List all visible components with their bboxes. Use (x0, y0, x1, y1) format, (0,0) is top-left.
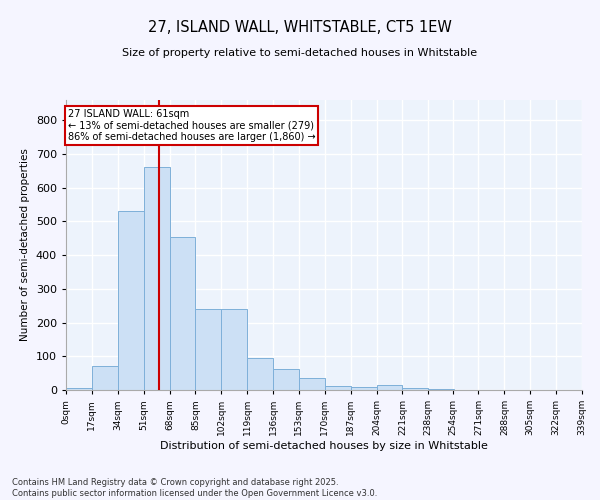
Bar (143, 168, 170, 390)
Bar (118, 212, 143, 390)
Bar (350, 386, 377, 390)
Bar (196, 309, 221, 390)
Text: 27, ISLAND WALL, WHITSTABLE, CT5 1EW: 27, ISLAND WALL, WHITSTABLE, CT5 1EW (148, 20, 452, 35)
Y-axis label: Number of semi-detached properties: Number of semi-detached properties (20, 148, 30, 342)
Text: Size of property relative to semi-detached houses in Whitstable: Size of property relative to semi-detach… (122, 48, 478, 58)
Bar (92, 366, 118, 390)
Bar (403, 388, 428, 390)
Bar (299, 378, 325, 390)
Text: 27 ISLAND WALL: 61sqm
← 13% of semi-detached houses are smaller (279)
86% of sem: 27 ISLAND WALL: 61sqm ← 13% of semi-deta… (68, 108, 315, 142)
Text: Contains HM Land Registry data © Crown copyright and database right 2025.
Contai: Contains HM Land Registry data © Crown c… (12, 478, 377, 498)
Bar (325, 386, 350, 390)
Bar (66, 388, 92, 390)
Bar (247, 358, 273, 390)
X-axis label: Distribution of semi-detached houses by size in Whitstable: Distribution of semi-detached houses by … (160, 441, 488, 451)
Bar (377, 385, 403, 390)
Bar (170, 236, 196, 390)
Bar (273, 369, 299, 390)
Bar (221, 309, 247, 390)
